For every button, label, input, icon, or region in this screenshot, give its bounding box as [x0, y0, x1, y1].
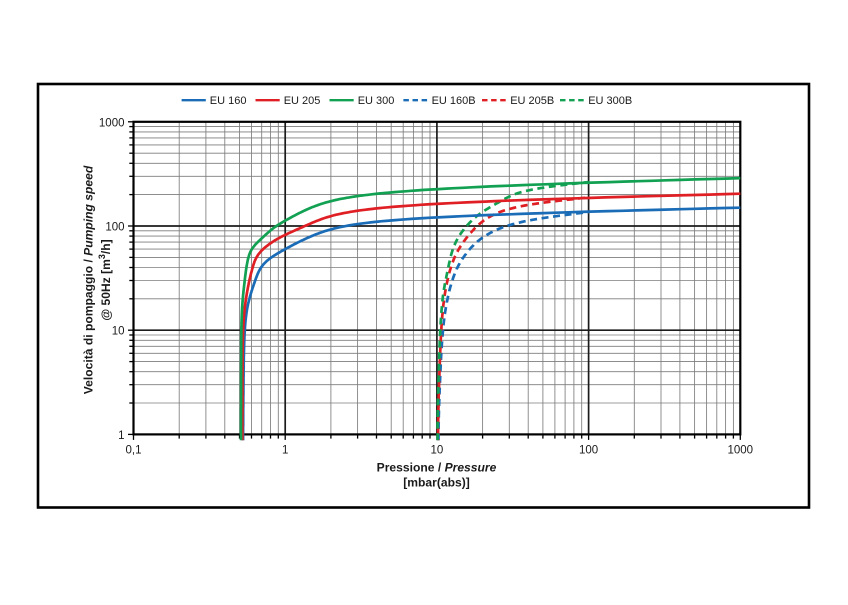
svg-text:@ 50Hz [m3/h]: @ 50Hz [m3/h] — [97, 239, 113, 320]
svg-text:Pressione / Pressure: Pressione / Pressure — [377, 461, 497, 475]
svg-text:EU 160B: EU 160B — [432, 95, 476, 107]
svg-text:EU 205: EU 205 — [284, 95, 321, 107]
svg-text:EU 205B: EU 205B — [510, 95, 554, 107]
svg-text:10: 10 — [112, 326, 125, 338]
svg-text:Velocità di pompaggio / Pumpin: Velocità di pompaggio / Pumping speed — [81, 165, 95, 394]
svg-text:100: 100 — [105, 222, 124, 234]
svg-text:1000: 1000 — [99, 117, 125, 129]
svg-text:10: 10 — [431, 445, 444, 457]
svg-text:EU 300B: EU 300B — [588, 95, 632, 107]
svg-text:[mbar(abs)]: [mbar(abs)] — [403, 476, 470, 490]
svg-text:EU 160: EU 160 — [210, 95, 247, 107]
svg-text:EU 300: EU 300 — [358, 95, 395, 107]
svg-text:1000: 1000 — [728, 445, 754, 457]
svg-text:0,1: 0,1 — [126, 445, 142, 457]
svg-text:1: 1 — [118, 430, 124, 442]
svg-text:100: 100 — [579, 445, 598, 457]
svg-text:1: 1 — [282, 445, 288, 457]
